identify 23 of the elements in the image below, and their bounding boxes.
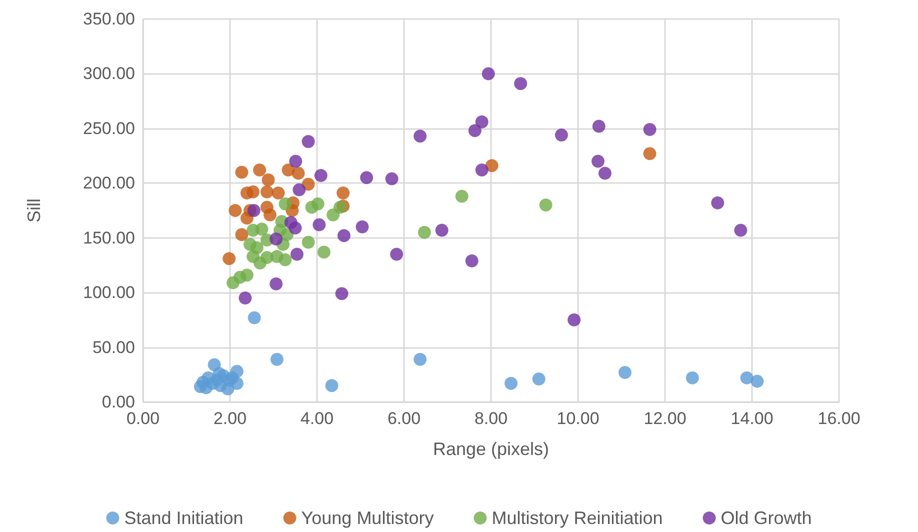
x-tick-label: 12.00 [644,409,686,428]
y-tick-label: 200.00 [83,174,135,193]
x-tick-label: 10.00 [556,409,600,428]
y-axis-title: Sill [24,198,44,223]
legend-label: Young Multistory [301,508,434,528]
x-tick-label: 16.00 [818,409,860,428]
y-tick-label: 250.00 [83,118,135,138]
legend-label: Stand Initiation [124,508,244,528]
x-tick-label: 2.00 [213,409,247,428]
x-tick-label: 0.00 [126,409,160,428]
y-tick-label: 0.00 [102,392,135,412]
y-tick-label: 300.00 [83,64,135,84]
legend-label: Old Growth [720,508,812,528]
y-tick-label: 50.00 [92,338,135,357]
x-tick-label: 6.00 [387,409,421,428]
x-axis-title: Range (pixels) [432,439,550,459]
y-tick-label: 100.00 [83,283,135,302]
x-tick-label: 4.00 [300,409,334,428]
y-tick-label: 350.00 [83,10,135,28]
x-tick-label: 8.00 [474,409,508,428]
y-tick-label: 150.00 [83,228,135,248]
legend-label: Multistory Reinitiation [492,508,663,528]
x-tick-label: 14.00 [730,409,774,428]
